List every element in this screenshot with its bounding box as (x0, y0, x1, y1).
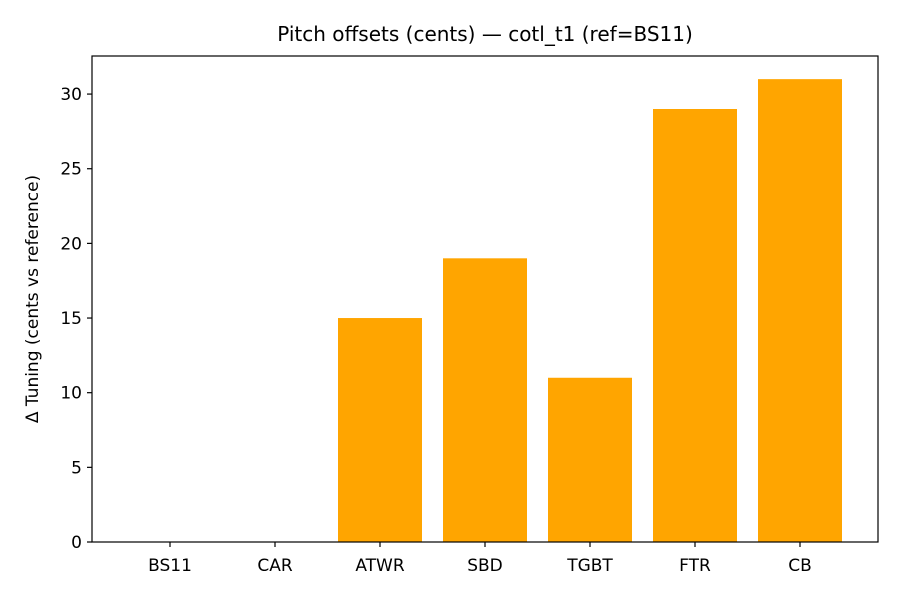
x-tick-label: FTR (679, 556, 711, 576)
bar-cb (758, 79, 842, 543)
bars-group (338, 79, 842, 543)
x-tick-label: BS11 (148, 556, 192, 576)
y-tick-label: 25 (60, 160, 82, 180)
x-tick-label: CB (788, 556, 812, 576)
y-tick-label: 5 (71, 458, 82, 478)
x-tick-label: CAR (257, 556, 292, 576)
y-tick-label: 20 (60, 234, 82, 254)
bar-tgbt (548, 377, 632, 542)
bar-ftr (653, 109, 737, 542)
x-axis-ticks: BS11 CAR ATWR SBD TGBT FTR CB (148, 542, 812, 576)
chart-title: Pitch offsets (cents) — cotl_t1 (ref=BS1… (277, 22, 693, 46)
x-tick-label: ATWR (355, 556, 405, 576)
plot-frame (91, 55, 879, 543)
y-tick-label: 15 (60, 309, 82, 329)
bar-sbd (443, 258, 527, 542)
y-tick-label: 30 (60, 85, 82, 105)
x-tick-label: TGBT (566, 556, 613, 576)
bar-atwr (338, 318, 422, 542)
y-tick-label: 0 (71, 533, 82, 553)
y-tick-label: 10 (60, 384, 82, 404)
x-tick-label: SBD (467, 556, 503, 576)
y-axis-ticks: 0 5 10 15 20 25 30 (60, 85, 92, 553)
